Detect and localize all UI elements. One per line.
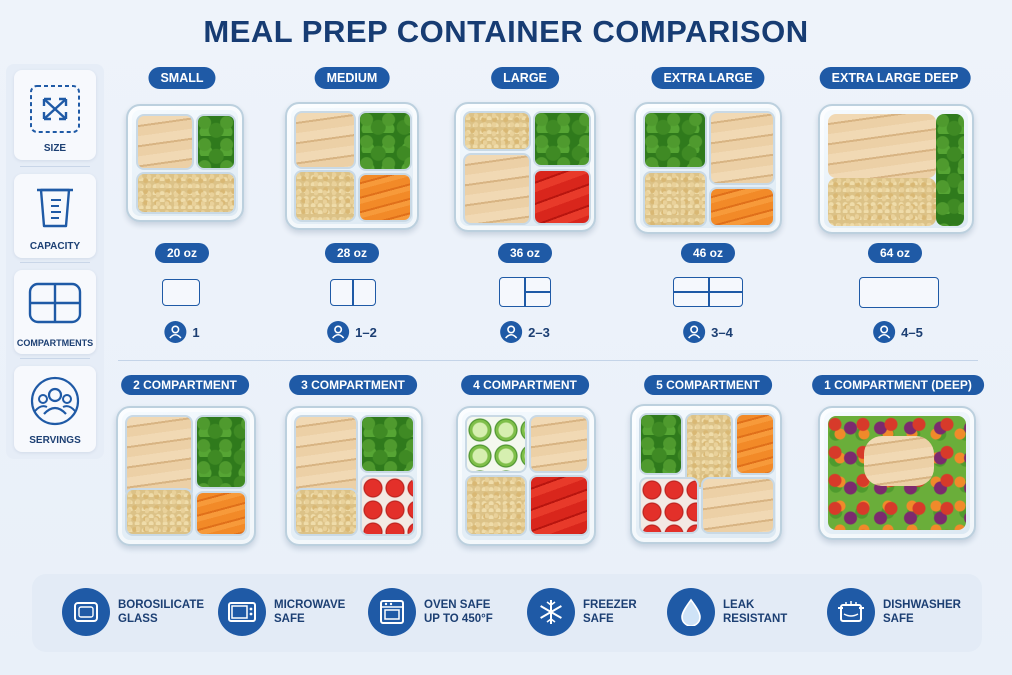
container-small <box>126 104 244 222</box>
people-group-icon <box>30 376 80 426</box>
container-1-compartment-deep <box>818 406 976 540</box>
container-large <box>454 102 596 232</box>
water-drop-icon <box>667 588 715 636</box>
type-label-1-compartment-deep: 1 COMPARTMENT (DEEP) <box>812 375 984 395</box>
page-title: MEAL PREP CONTAINER COMPARISON <box>203 14 809 49</box>
snowflake-icon <box>527 588 575 636</box>
servings-extra-large-deep: 4–5 <box>873 321 923 343</box>
capacity-extra-large-deep: 64 oz <box>867 243 923 263</box>
feature-leak-resistant: LEAK RESISTANT <box>667 588 787 636</box>
servings-large: 2–3 <box>500 321 550 343</box>
feature-borosilicate-glass: BOROSILICATE GLASS <box>62 588 204 636</box>
compartment-outline-icon <box>330 279 376 306</box>
container-4-compartment <box>456 406 596 546</box>
capacity-medium: 28 oz <box>324 243 380 263</box>
resize-arrows-icon <box>30 85 80 133</box>
feature-microwave-safe: MICROWAVE SAFE <box>218 588 345 636</box>
type-label-4-compartment: 4 COMPARTMENT <box>461 375 589 395</box>
type-label-3-compartment: 3 COMPARTMENT <box>289 375 417 395</box>
sidebar-item-capacity: CAPACITY <box>14 174 96 258</box>
container-5-compartment <box>630 404 782 544</box>
sidebar-item-label: SERVINGS <box>29 435 81 446</box>
sidebar-item-servings: SERVINGS <box>14 366 96 452</box>
type-label-5-compartment: 5 COMPARTMENT <box>644 375 772 395</box>
compartment-outline-icon <box>162 279 200 306</box>
compartment-outline-icon <box>673 277 743 307</box>
container-extra-large-deep <box>818 104 974 234</box>
type-label-2-compartment: 2 COMPARTMENT <box>121 375 249 395</box>
sidebar-item-compartments: COMPARTMENTS <box>14 270 96 354</box>
size-label-medium: MEDIUM <box>314 67 390 89</box>
servings-medium: 1–2 <box>327 321 377 343</box>
compartment-outline-icon <box>499 277 551 307</box>
container-medium <box>285 102 419 230</box>
person-icon <box>500 321 523 343</box>
servings-extra-large: 3–4 <box>683 321 733 343</box>
feature-oven-safe: OVEN SAFE UP TO 450°F <box>368 588 493 636</box>
measuring-cup-icon <box>37 188 73 228</box>
person-icon <box>327 321 350 343</box>
capacity-large: 36 oz <box>497 243 553 263</box>
microwave-icon <box>218 588 266 636</box>
dishwasher-icon <box>827 588 875 636</box>
sidebar: SIZE CAPACITY COMPARTMENTS SERVINGS <box>6 64 104 459</box>
size-label-extra-large-deep: EXTRA LARGE DEEP <box>819 67 971 89</box>
capacity-small: 20 oz <box>154 243 210 263</box>
size-label-extra-large: EXTRA LARGE <box>651 67 765 89</box>
section-divider <box>118 360 978 361</box>
person-icon <box>873 321 896 343</box>
feature-freezer-safe: FREEZER SAFE <box>527 588 637 636</box>
size-label-small: SMALL <box>148 67 216 89</box>
glass-container-icon <box>62 588 110 636</box>
sidebar-item-label: SIZE <box>43 143 67 154</box>
sidebar-item-size: SIZE <box>14 70 96 160</box>
feature-dishwasher-safe: DISHWASHER SAFE <box>827 588 961 636</box>
servings-small: 1 <box>164 321 200 343</box>
oven-icon <box>368 588 416 636</box>
compartment-outline-icon <box>859 277 939 308</box>
container-3-compartment <box>285 406 423 546</box>
container-2-compartment <box>116 406 256 546</box>
person-icon <box>683 321 706 343</box>
features-bar: BOROSILICATE GLASS MICROWAVE SAFE OVEN SAF… <box>32 574 982 652</box>
container-extra-large <box>634 102 782 234</box>
size-label-large: LARGE <box>491 67 559 89</box>
capacity-extra-large: 46 oz <box>680 243 736 263</box>
compartments-grid-icon <box>28 282 82 324</box>
sidebar-item-label: COMPARTMENTS <box>16 338 94 348</box>
sidebar-item-label: CAPACITY <box>29 241 81 252</box>
person-icon <box>164 321 187 343</box>
